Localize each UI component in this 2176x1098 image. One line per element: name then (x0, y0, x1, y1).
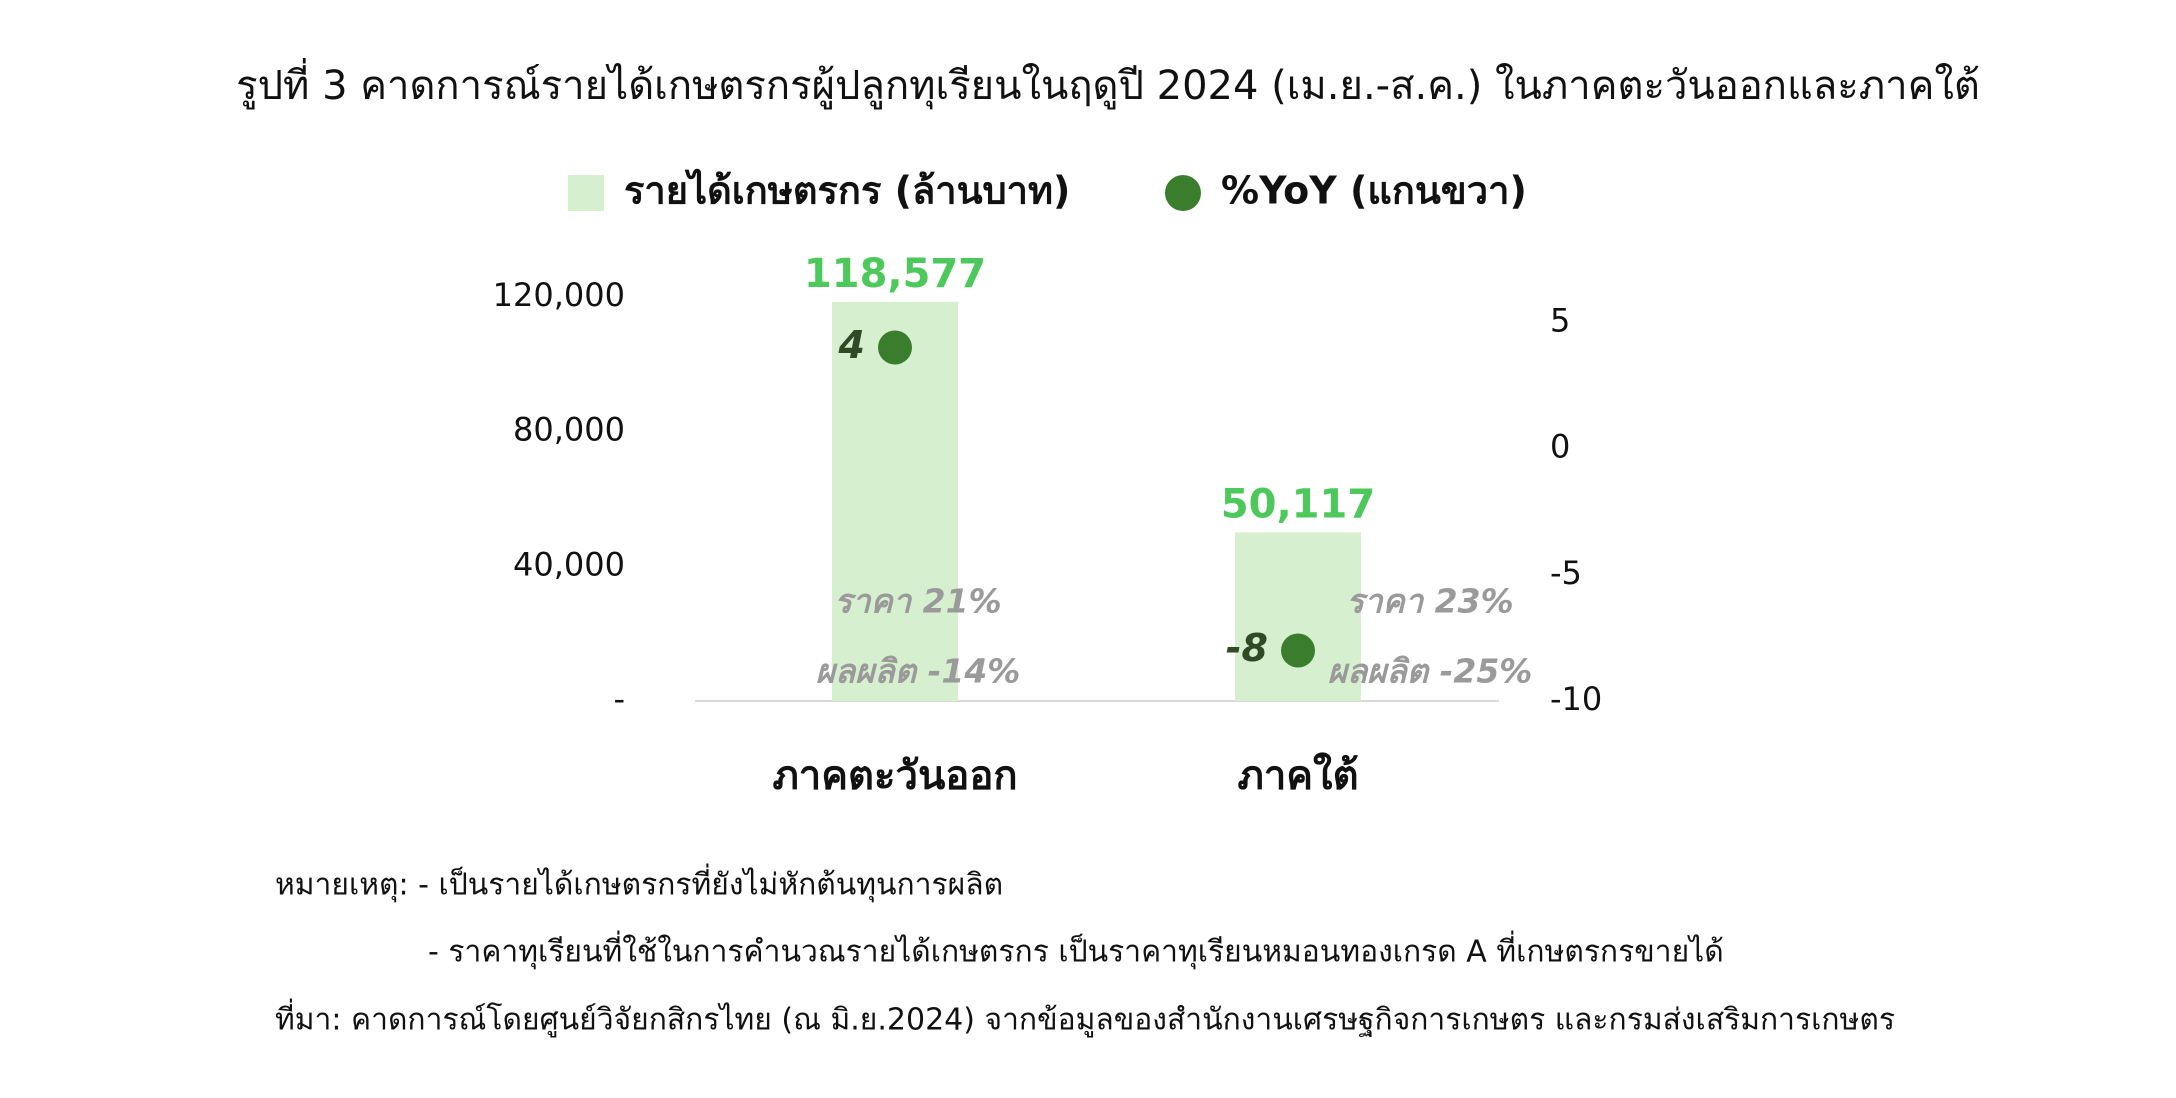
y-tick-label: 80,000 (513, 411, 625, 449)
note: - ราคาทุเรียนที่ใช้ในการคำนวณรายได้เกษตร… (428, 931, 1724, 971)
data-label: -8 (1226, 626, 1268, 670)
annotation: ผลผลิต -14% (816, 652, 1021, 691)
y-tick-label: - (613, 680, 625, 718)
annotation: ราคา 21% (834, 582, 1001, 621)
note: ที่มา: คาดการณ์โดยศูนย์วิจัยกสิกรไทย (ณ … (275, 999, 1895, 1038)
legend-swatch (1165, 175, 1201, 211)
y2-tick-label: 5 (1550, 301, 1570, 339)
y2-tick-label: -5 (1550, 554, 1582, 592)
point (878, 330, 912, 365)
x-tick-label: ภาคใต้ (1237, 752, 1358, 799)
annotation: ผลผลิต -25% (1328, 652, 1533, 691)
bar (832, 301, 958, 701)
point (1281, 633, 1315, 668)
data-label: 50,117 (1221, 481, 1375, 527)
legend-label: รายได้เกษตรกร (ล้านบาท) (624, 169, 1070, 213)
note: หมายเหตุ: - เป็นรายได้เกษตรกรที่ยังไม่หั… (275, 864, 1003, 904)
bar (1235, 532, 1361, 701)
y-tick-label: 40,000 (513, 545, 625, 583)
data-label: 4 (838, 323, 865, 367)
annotation: ราคา 23% (1346, 582, 1513, 621)
y-tick-label: 120,000 (493, 276, 625, 314)
data-label: 118,577 (804, 251, 986, 297)
legend-swatch (568, 175, 604, 211)
x-tick-label: ภาคตะวันออก (772, 753, 1017, 799)
y2-tick-label: 0 (1550, 428, 1570, 466)
legend-label: %YoY (แกนขวา) (1221, 169, 1527, 213)
y2-tick-label: -10 (1550, 680, 1602, 718)
chart-title: รูปที่ 3 คาดการณ์รายได้เกษตรกรผู้ปลูกทุเ… (236, 58, 1980, 110)
